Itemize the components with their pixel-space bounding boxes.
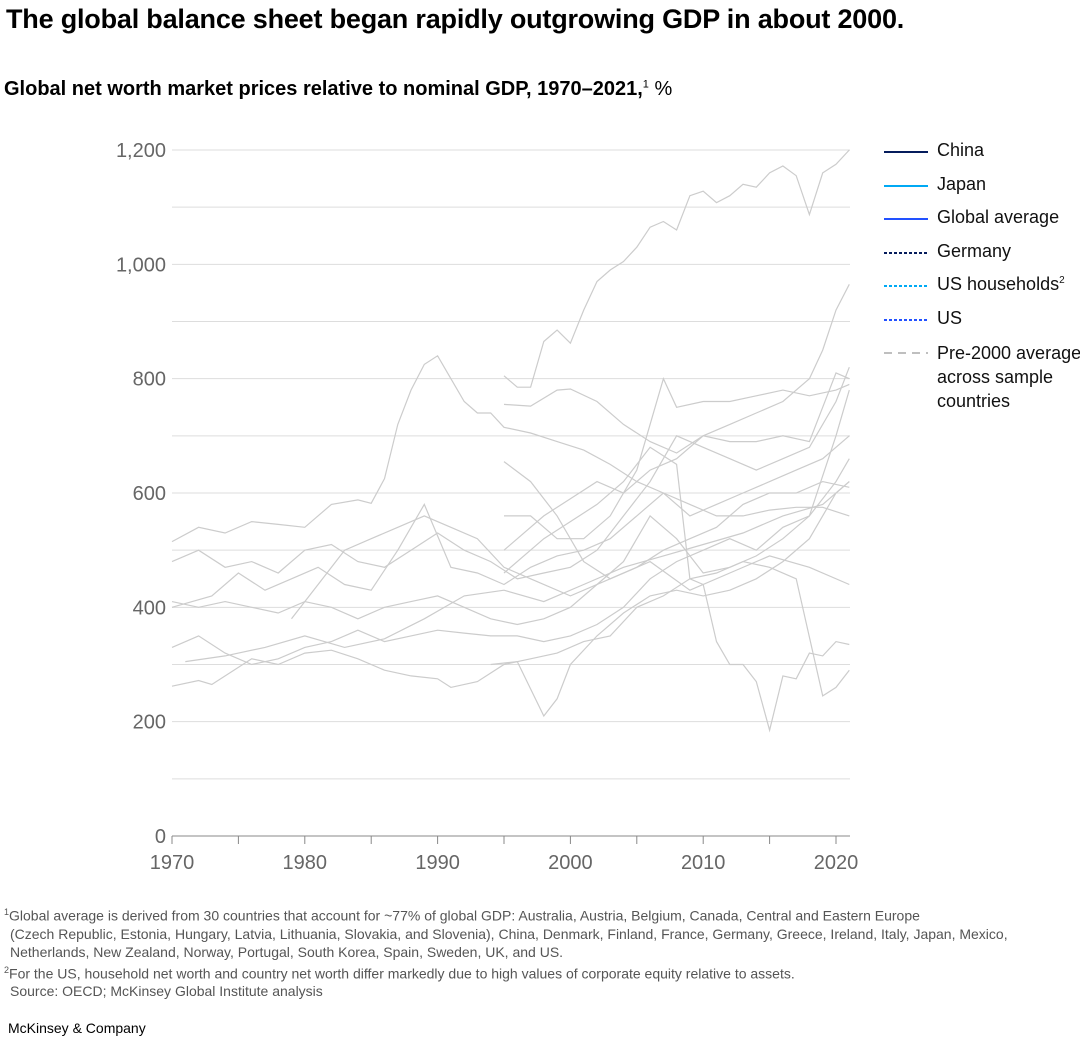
series-line: [503, 149, 850, 388]
footnote-mark: 2: [4, 964, 10, 975]
series-line: [171, 435, 850, 608]
legend-item: China: [884, 140, 1080, 174]
legend-label: Pre-2000 average across sample countries: [937, 343, 1080, 411]
series-line: [171, 389, 850, 626]
x-tick-label: 2020: [814, 852, 859, 874]
footnote-line: For the US, household net worth and coun…: [9, 965, 795, 982]
legend-item: Germany: [884, 241, 1080, 275]
x-tick-label: 2010: [681, 852, 726, 874]
series-line: [503, 461, 850, 580]
footnote-line: Global average is derived from 30 countr…: [9, 907, 920, 924]
y-tick-label: 1,000: [116, 254, 166, 276]
legend-label: Germany: [937, 240, 1012, 261]
legend-swatch-icon: [884, 218, 928, 220]
legend-label: Japan: [937, 173, 987, 194]
legend-label: US: [937, 307, 963, 328]
footnote-line: (Czech Republic, Estonia, Hungary, Latvi…: [10, 925, 1008, 942]
series-line: [171, 458, 850, 666]
chart-subtitle: Global net worth market prices relative …: [4, 78, 672, 101]
y-tick-label: 800: [133, 369, 166, 391]
legend-swatch-icon: [884, 151, 928, 153]
source-note: Source: OECD; McKinsey Global Institute …: [10, 983, 323, 1000]
y-tick-label: 600: [133, 483, 166, 505]
legend-label: Global average: [937, 207, 1060, 227]
legend-label: China: [937, 140, 985, 160]
y-tick-label: 0: [155, 826, 166, 848]
legend-swatch-icon: [884, 285, 928, 287]
y-tick-label: 1,200: [116, 140, 166, 162]
series-line: [171, 366, 850, 580]
series-line: [171, 354, 850, 543]
footnote-line: Netherlands, New Zealand, Norway, Portug…: [10, 943, 564, 960]
legend-item: Japan: [884, 174, 1080, 208]
series-line: [185, 481, 850, 663]
y-tick-label: 200: [133, 712, 166, 734]
x-tick-label: 1990: [415, 852, 460, 874]
line-chart: 0 200 400 600 800 1,000 1,200 1970 1980 1990 2000 2…: [116, 140, 859, 874]
legend-item: Pre-2000 average across sample countries: [884, 341, 1080, 411]
y-tick-label: 400: [133, 597, 166, 619]
subtitle-text: Global net worth market prices relative …: [4, 78, 643, 100]
footnote-2: 2For the US, household net worth and cou…: [4, 961, 1008, 983]
series-line: [171, 560, 850, 697]
footnote-1: 1Global average is derived from 30 count…: [4, 903, 1008, 925]
footnote-mark: 1: [4, 907, 10, 917]
footnotes: 1Global average is derived from 30 count…: [4, 903, 1008, 1000]
chart-legend: China Japan Global average Germany US househ…: [884, 140, 1080, 411]
series-line: [503, 284, 850, 551]
chart-headline: The global balance sheet began rapidly o…: [6, 4, 905, 34]
x-tick-label: 2000: [548, 852, 593, 874]
legend-item: Global average: [884, 207, 1080, 241]
subtitle-footnote-mark: 1: [642, 78, 649, 91]
subtitle-unit: %: [654, 78, 673, 100]
legend-swatch-icon: [884, 352, 928, 354]
series-line: [503, 446, 850, 733]
legend-item: US: [884, 308, 1080, 342]
legend-swatch-icon: [884, 184, 928, 187]
legend-label: US households2: [937, 274, 1065, 294]
legend-item: US households2: [884, 274, 1080, 308]
legend-swatch-icon: [884, 251, 928, 254]
series-line: [503, 372, 850, 454]
series-line: [490, 481, 850, 718]
x-tick-label: 1980: [283, 852, 328, 874]
brand-logo-text: McKinsey & Company: [8, 1020, 146, 1036]
x-tick-label: 1970: [150, 852, 195, 874]
legend-swatch-icon: [884, 318, 928, 321]
legend-footnote-mark: 2: [1059, 275, 1065, 286]
series-line: [291, 515, 850, 620]
series-line: [504, 376, 850, 540]
